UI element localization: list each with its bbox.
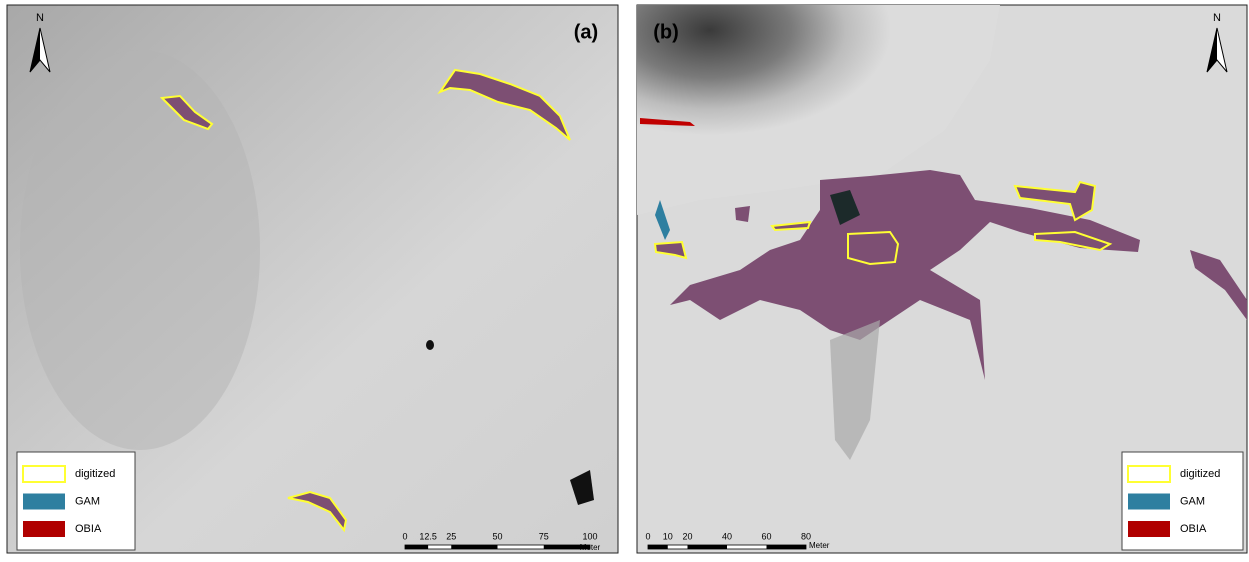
north-label: N <box>36 12 44 24</box>
scale-label: 60 <box>761 531 771 541</box>
legend-label: digitized <box>75 468 115 480</box>
north-label: N <box>1213 12 1221 24</box>
legend-label: digitized <box>1180 468 1220 480</box>
figure: N (a) N (b) digitized GAM OBIA 0 12.5 25 50 75 1… <box>0 0 1249 557</box>
scale-label: 100 <box>582 531 597 541</box>
legend-swatch <box>1128 494 1170 510</box>
scale-label: 0 <box>402 531 407 541</box>
panel-label: (a) <box>574 21 598 43</box>
legend-swatch <box>23 521 65 537</box>
page: N (a) N (b) digitized GAM OBIA 0 12.5 25 50 75 1… <box>0 0 1249 557</box>
panel-label: (b) <box>653 21 679 43</box>
scale-label: 20 <box>682 531 692 541</box>
legend-label: OBIA <box>1180 523 1207 535</box>
scale-label: 75 <box>539 531 549 541</box>
scale-label: 0 <box>645 531 650 541</box>
scale-label: 40 <box>722 531 732 541</box>
scale-segment <box>451 545 497 549</box>
polygon <box>735 206 750 222</box>
legend-label: GAM <box>75 495 100 507</box>
feature <box>426 340 434 350</box>
scale-label: 80 <box>801 531 811 541</box>
terrain <box>20 50 260 450</box>
scale-segment <box>688 545 728 549</box>
scale-segment <box>648 545 668 549</box>
panel-b: N (b) <box>637 5 1247 553</box>
legend-label: OBIA <box>75 523 102 535</box>
legend-label: GAM <box>1180 495 1205 507</box>
scale-label: 12.5 <box>419 531 437 541</box>
legend-swatch <box>23 494 65 510</box>
scale-label: 25 <box>446 531 456 541</box>
scale-unit: Meter <box>580 543 601 552</box>
scale-segment <box>405 545 428 549</box>
scale-label: 10 <box>663 531 673 541</box>
scale-unit: Meter <box>809 541 830 550</box>
scale-label: 50 <box>492 531 502 541</box>
legend-swatch <box>1128 521 1170 537</box>
scale-segment <box>767 545 807 549</box>
polygon <box>848 232 898 264</box>
